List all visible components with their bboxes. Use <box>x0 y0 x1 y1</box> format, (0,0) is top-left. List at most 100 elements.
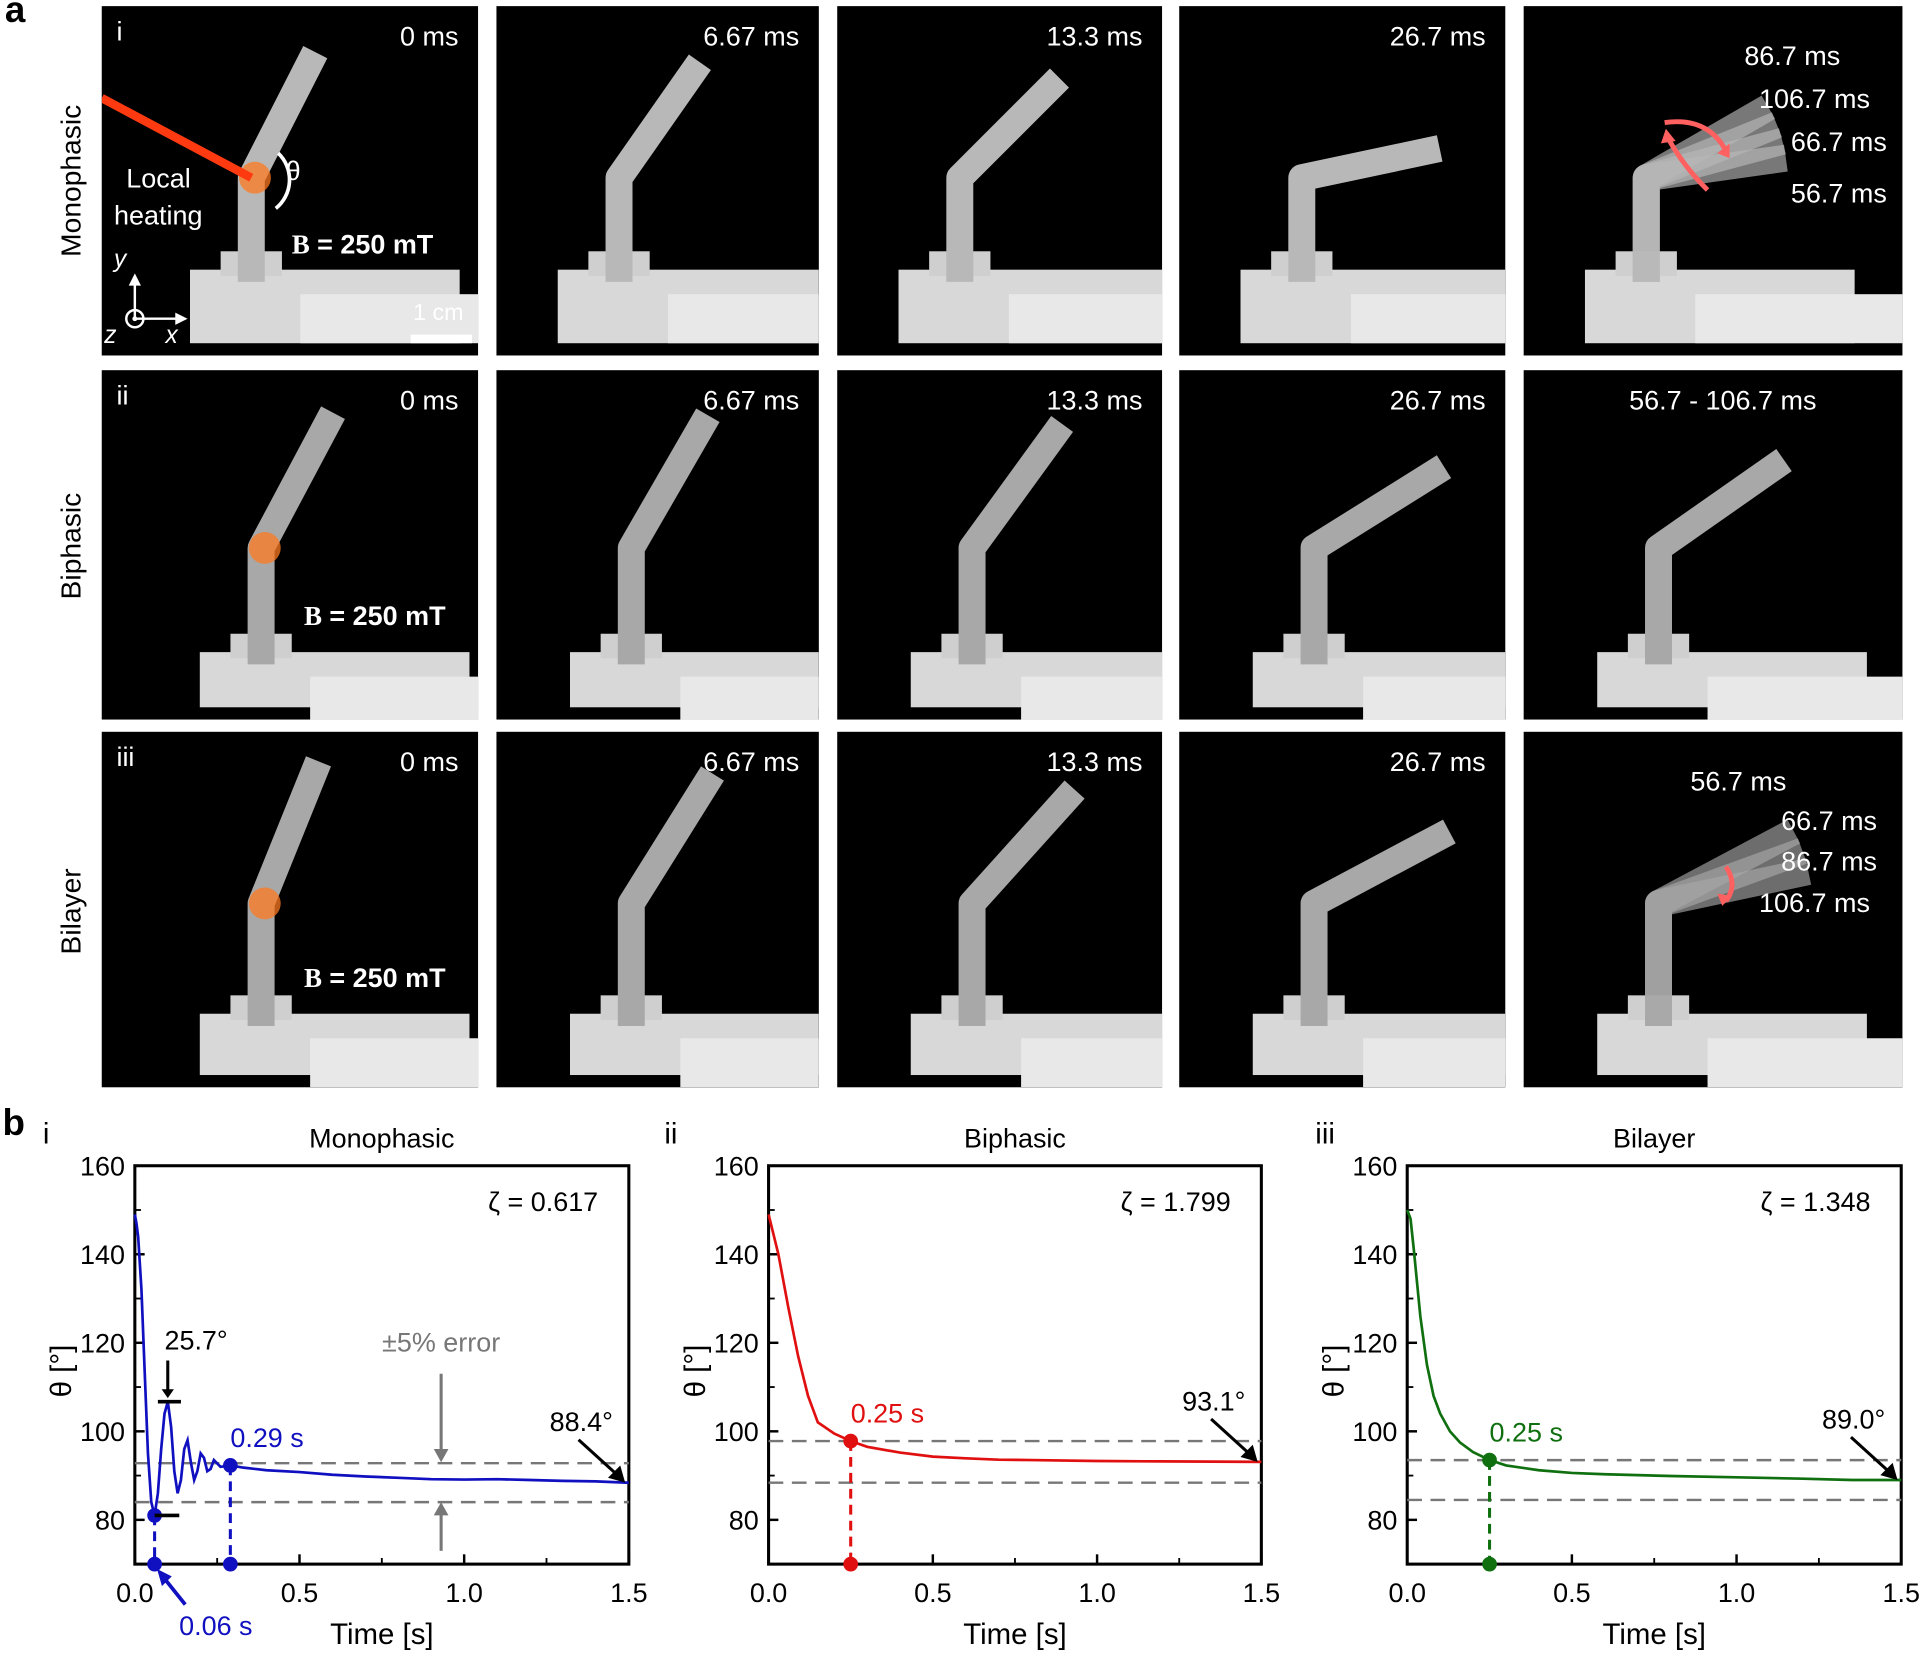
chart-bilayer: 80 100 120 140 160 0.0 0.5 1.0 1.5 Time [s] θ [°] B… <box>1315 1118 1920 1651</box>
chart-monophasic: 80 100 120 140 160 0.0 0.5 1.0 1.5 Time [s] θ [°] M… <box>43 1118 648 1651</box>
specimen-illustration <box>569 766 819 1088</box>
field-strength-label: B = 250 mT <box>304 601 446 633</box>
time-label: 26.7 ms <box>1389 384 1486 416</box>
field-value: = 250 mT <box>329 962 446 993</box>
x-tick-label: 0.0 <box>116 1578 153 1608</box>
time-label: 13.3 ms <box>1046 384 1143 416</box>
specimen-illustration <box>101 46 479 344</box>
row-roman: ii <box>116 379 129 411</box>
specimen-illustration <box>557 54 819 344</box>
specimen-illustration <box>1240 135 1506 344</box>
y-tick-label: 80 <box>95 1506 125 1536</box>
time-label: 66.7 ms <box>1790 126 1887 157</box>
x-axis-label: Time [s] <box>330 1618 433 1651</box>
field-symbol: B <box>291 229 310 260</box>
time-label: 0 ms <box>399 746 459 778</box>
x-axis-label: Time [s] <box>963 1618 1066 1651</box>
chart-title: Monophasic <box>309 1123 454 1153</box>
chart-roman: iii <box>1315 1118 1335 1151</box>
marker-point <box>147 1556 162 1572</box>
error-band-label: ±5% error <box>382 1328 500 1358</box>
chart-roman: i <box>43 1118 50 1151</box>
x-tick-label: 1.0 <box>1718 1578 1755 1608</box>
final-angle-label: 93.1° <box>1182 1386 1245 1416</box>
photo-2-2: 6.67 ms <box>496 370 819 720</box>
time-label: 106.7 ms <box>1759 887 1870 919</box>
final-angle-label: 88.4° <box>550 1407 613 1437</box>
x-axis-label: Time [s] <box>1602 1618 1705 1651</box>
x-tick-label: 0.5 <box>914 1578 951 1608</box>
y-tick-label: 100 <box>714 1417 759 1447</box>
row-roman: i <box>116 15 123 47</box>
time-label: 6.67 ms <box>703 384 800 416</box>
y-tick-label: 100 <box>1352 1417 1397 1447</box>
y-axis-label: y <box>113 246 127 274</box>
overshoot-label: 25.7° <box>164 1325 227 1355</box>
chart-title: Biphasic <box>964 1123 1066 1153</box>
damping-ratio-label: ζ = 0.617 <box>488 1187 598 1217</box>
row-roman: iii <box>116 741 135 773</box>
series-line <box>133 1214 629 1516</box>
x-tick-label: 1.0 <box>445 1578 482 1608</box>
x-tick-label: 1.5 <box>1882 1578 1919 1608</box>
y-tick-label: 140 <box>1352 1240 1397 1270</box>
x-axis-label: x <box>165 322 178 350</box>
marker-label: 0.25 s <box>851 1399 924 1429</box>
time-label: 26.7 ms <box>1389 746 1486 778</box>
photo-2-1: ii B = 250 mT 0 ms <box>101 370 479 720</box>
damping-ratio-label: ζ = 1.348 <box>1761 1187 1871 1217</box>
time-label: 56.7 ms <box>1690 766 1787 797</box>
marker-label: 0.25 s <box>1490 1418 1563 1448</box>
axes-frame <box>133 1164 631 1566</box>
photo-1-3: 13.3 ms <box>837 6 1163 356</box>
time-label: 66.7 ms <box>1781 805 1878 836</box>
time-label: 86.7 ms <box>1781 845 1878 877</box>
chart-title: Bilayer <box>1613 1123 1695 1153</box>
final-angle-label: 89.0° <box>1822 1405 1885 1435</box>
damping-ratio-label: ζ = 1.799 <box>1121 1187 1231 1217</box>
x-tick-label: 1.0 <box>1078 1578 1115 1608</box>
field-strength-label: B = 250 mT <box>292 229 434 261</box>
time-label: 56.7 ms <box>1790 177 1887 209</box>
panel-b-letter: b <box>2 1103 25 1144</box>
photo-1-1: θ Local heating y z x 1 cm i B = 250 mT 0 ms <box>101 6 479 356</box>
time-label: 6.67 ms <box>703 746 800 778</box>
chart-biphasic: 80 100 120 140 160 0.0 0.5 1.0 1.5 Time [s] θ [°] B… <box>664 1118 1280 1651</box>
marker-label: 0.06 s <box>179 1611 252 1641</box>
specimen-illustration <box>199 406 479 720</box>
specimen-illustration <box>1597 449 1903 720</box>
marker-point <box>843 1433 859 1449</box>
y-tick-label: 120 <box>80 1329 125 1359</box>
photo-3-1: iii B = 250 mT 0 ms <box>101 731 479 1088</box>
photo-1-2: 6.67 ms <box>496 6 819 356</box>
specimen-illustration <box>1252 455 1506 720</box>
y-tick-label: 140 <box>80 1240 125 1270</box>
y-tick-label: 120 <box>1352 1329 1397 1359</box>
photo-2-5: 56.7 - 106.7 ms <box>1523 370 1903 720</box>
panel-a-letter: a <box>4 0 26 31</box>
local-heating-label-2: heating <box>113 199 203 231</box>
time-label: 26.7 ms <box>1389 20 1486 52</box>
x-tick-label: 0.0 <box>750 1578 787 1608</box>
series-line <box>1405 1209 1902 1482</box>
scale-bar-label: 1 cm <box>413 300 464 327</box>
time-label: 13.3 ms <box>1046 746 1143 778</box>
axes-frame <box>1405 1164 1903 1566</box>
y-tick-label: 140 <box>714 1240 759 1270</box>
time-label: 0 ms <box>399 384 459 416</box>
local-heating-label-1: Local <box>126 163 191 194</box>
specimen-illustration <box>569 408 819 720</box>
time-label: 106.7 ms <box>1759 83 1870 114</box>
time-label: 0 ms <box>399 20 459 52</box>
time-label: 13.3 ms <box>1046 20 1143 52</box>
specimen-illustration <box>1252 819 1506 1088</box>
z-axis-label: z <box>104 322 117 350</box>
time-label: 56.7 - 106.7 ms <box>1629 384 1817 416</box>
chart-roman: ii <box>664 1118 677 1151</box>
y-axis-label: θ [°] <box>1317 1345 1350 1398</box>
photo-1-4: 26.7 ms <box>1179 6 1506 356</box>
x-tick-label: 0.5 <box>1553 1578 1590 1608</box>
photo-3-2: 6.67 ms <box>496 731 819 1088</box>
photo-3-3: 13.3 ms <box>837 731 1163 1088</box>
